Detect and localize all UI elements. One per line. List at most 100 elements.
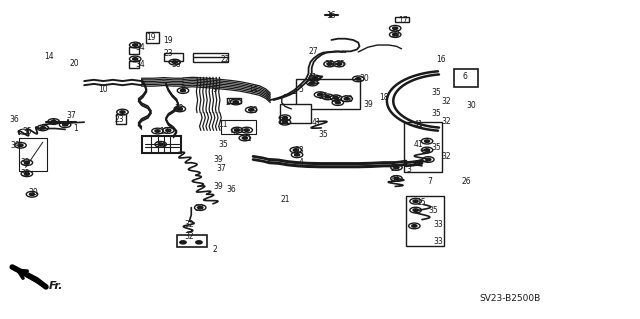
Text: 30: 30 bbox=[194, 204, 204, 213]
Circle shape bbox=[40, 127, 45, 129]
Text: 30: 30 bbox=[467, 100, 477, 110]
Circle shape bbox=[180, 241, 186, 244]
Text: 32: 32 bbox=[20, 169, 30, 178]
Text: 20: 20 bbox=[70, 59, 79, 68]
Text: 31: 31 bbox=[242, 134, 252, 144]
Text: 11: 11 bbox=[218, 120, 228, 129]
Bar bbox=[141, 136, 181, 152]
Text: 15: 15 bbox=[416, 198, 426, 207]
Text: 35: 35 bbox=[431, 109, 441, 118]
Text: 33: 33 bbox=[295, 145, 305, 154]
Text: 32: 32 bbox=[442, 152, 451, 161]
Text: 41: 41 bbox=[390, 174, 400, 184]
Text: 1: 1 bbox=[74, 124, 78, 133]
Circle shape bbox=[413, 200, 418, 203]
Circle shape bbox=[198, 206, 203, 209]
Circle shape bbox=[393, 33, 397, 36]
Bar bbox=[227, 98, 241, 103]
Circle shape bbox=[282, 121, 287, 123]
Text: 32: 32 bbox=[184, 220, 194, 229]
Circle shape bbox=[234, 101, 239, 103]
Text: 41: 41 bbox=[312, 118, 322, 127]
Circle shape bbox=[335, 101, 340, 104]
Circle shape bbox=[24, 161, 29, 164]
Circle shape bbox=[294, 153, 300, 156]
Text: 32: 32 bbox=[442, 117, 451, 126]
Text: 35: 35 bbox=[429, 206, 438, 215]
Text: 28: 28 bbox=[390, 164, 400, 173]
Text: 41: 41 bbox=[308, 73, 317, 82]
Text: 13: 13 bbox=[159, 127, 169, 136]
Text: SV23-B2500B: SV23-B2500B bbox=[479, 293, 541, 302]
Text: 35: 35 bbox=[22, 127, 32, 136]
Text: 39: 39 bbox=[363, 100, 372, 109]
Circle shape bbox=[24, 173, 29, 175]
Text: 32: 32 bbox=[344, 95, 353, 104]
Text: 36: 36 bbox=[226, 185, 236, 194]
Text: 14: 14 bbox=[44, 52, 54, 61]
Circle shape bbox=[120, 111, 125, 113]
Circle shape bbox=[333, 97, 339, 99]
Text: 35: 35 bbox=[335, 60, 345, 69]
Text: 32: 32 bbox=[331, 95, 340, 104]
Bar bbox=[394, 17, 408, 22]
Text: 2: 2 bbox=[212, 245, 217, 254]
Circle shape bbox=[29, 193, 35, 196]
Text: 19: 19 bbox=[147, 33, 156, 42]
Text: 5: 5 bbox=[298, 85, 303, 94]
Bar bbox=[193, 53, 228, 62]
Text: 35: 35 bbox=[431, 88, 441, 97]
Circle shape bbox=[132, 44, 138, 46]
Text: 36: 36 bbox=[9, 115, 19, 124]
Circle shape bbox=[158, 143, 163, 145]
Circle shape bbox=[132, 58, 138, 60]
Bar bbox=[116, 114, 126, 124]
Text: 33: 33 bbox=[433, 220, 443, 229]
Text: 33: 33 bbox=[433, 237, 443, 246]
Text: 22: 22 bbox=[221, 56, 230, 64]
Circle shape bbox=[243, 137, 247, 139]
Text: 21: 21 bbox=[280, 195, 290, 204]
Circle shape bbox=[424, 149, 429, 151]
Text: 30: 30 bbox=[28, 188, 38, 197]
Text: 20: 20 bbox=[156, 141, 166, 150]
Bar bbox=[129, 47, 139, 54]
Text: 39: 39 bbox=[10, 141, 20, 150]
Circle shape bbox=[310, 82, 315, 84]
Bar bbox=[129, 62, 139, 68]
Text: 37: 37 bbox=[216, 165, 226, 174]
Circle shape bbox=[166, 129, 171, 132]
Text: 23: 23 bbox=[164, 49, 173, 58]
Text: 38: 38 bbox=[172, 60, 181, 69]
Text: 3: 3 bbox=[407, 165, 412, 174]
Text: 35: 35 bbox=[318, 130, 328, 139]
Text: 10: 10 bbox=[99, 85, 108, 94]
Circle shape bbox=[51, 120, 56, 123]
Circle shape bbox=[413, 209, 418, 211]
Circle shape bbox=[317, 93, 323, 96]
Text: 12: 12 bbox=[174, 104, 183, 113]
Text: 8: 8 bbox=[180, 85, 186, 94]
Text: 29: 29 bbox=[248, 106, 258, 115]
Bar bbox=[406, 197, 444, 246]
Circle shape bbox=[293, 149, 298, 151]
Circle shape bbox=[248, 108, 253, 111]
Text: 41: 41 bbox=[414, 140, 424, 149]
Circle shape bbox=[155, 130, 160, 132]
Bar bbox=[296, 79, 360, 109]
Circle shape bbox=[244, 129, 249, 131]
Text: 17: 17 bbox=[398, 16, 408, 25]
Bar bbox=[146, 32, 159, 43]
Text: 24: 24 bbox=[226, 98, 236, 107]
Text: 25: 25 bbox=[318, 92, 328, 101]
Circle shape bbox=[177, 108, 182, 110]
Text: 41: 41 bbox=[414, 120, 424, 129]
Circle shape bbox=[325, 96, 330, 98]
Text: 14: 14 bbox=[248, 85, 258, 94]
Circle shape bbox=[282, 116, 287, 119]
Circle shape bbox=[394, 166, 399, 169]
Text: 35: 35 bbox=[218, 140, 228, 149]
Circle shape bbox=[312, 77, 317, 79]
Text: 27: 27 bbox=[309, 48, 319, 56]
Circle shape bbox=[327, 63, 332, 65]
